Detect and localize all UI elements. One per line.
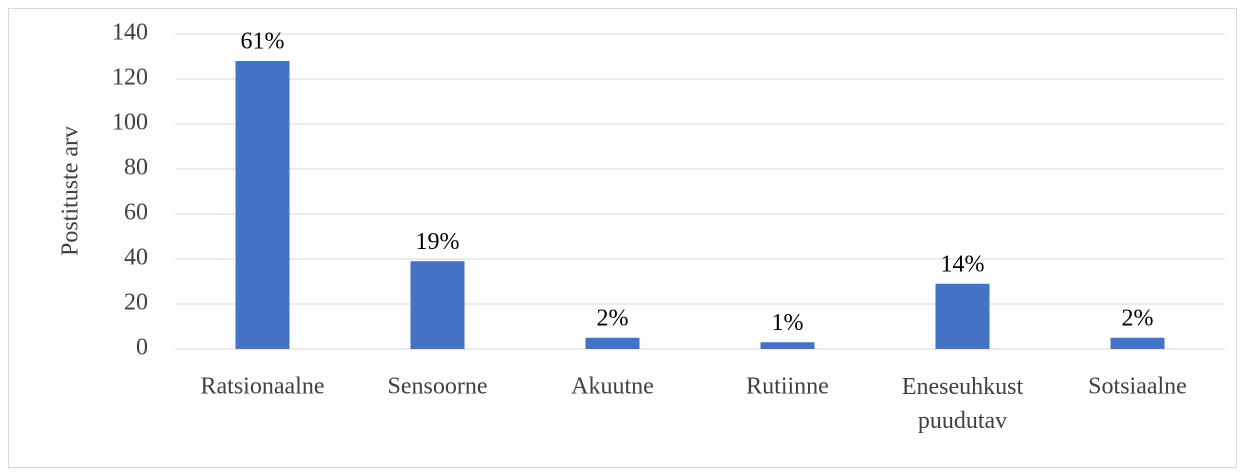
x-tick-label: Ratsionaalne	[201, 374, 325, 400]
y-tick-label: 140	[112, 20, 148, 46]
bar	[935, 283, 990, 349]
bar	[410, 261, 465, 349]
x-tick-label: Eneseuhkust puudutav	[902, 374, 1024, 434]
data-label: 2%	[597, 305, 629, 331]
data-label: 1%	[772, 310, 804, 336]
y-tick-label: 20	[124, 290, 148, 316]
data-label: 2%	[1122, 305, 1154, 331]
chart-border	[8, 8, 1237, 468]
x-tick-label: Akuutne	[571, 374, 654, 400]
x-tick-label: Sensoorne	[388, 374, 488, 400]
x-tick-label: Sotsiaalne	[1088, 374, 1187, 400]
y-tick-label: 120	[112, 65, 148, 91]
y-tick-label: 60	[124, 200, 148, 226]
bar	[585, 337, 640, 349]
y-tick-label: 100	[112, 110, 148, 136]
y-tick-label: 0	[136, 335, 148, 361]
bar	[760, 342, 815, 349]
bar	[235, 61, 290, 349]
x-tick-label: Rutiinne	[746, 374, 829, 400]
y-axis-label: Postituste arv	[58, 126, 84, 256]
data-label: 61%	[241, 29, 285, 55]
data-label: 14%	[941, 251, 985, 277]
bar	[1110, 337, 1165, 349]
y-tick-label: 80	[124, 155, 148, 181]
data-label: 19%	[416, 229, 460, 255]
y-tick-label: 40	[124, 245, 148, 271]
